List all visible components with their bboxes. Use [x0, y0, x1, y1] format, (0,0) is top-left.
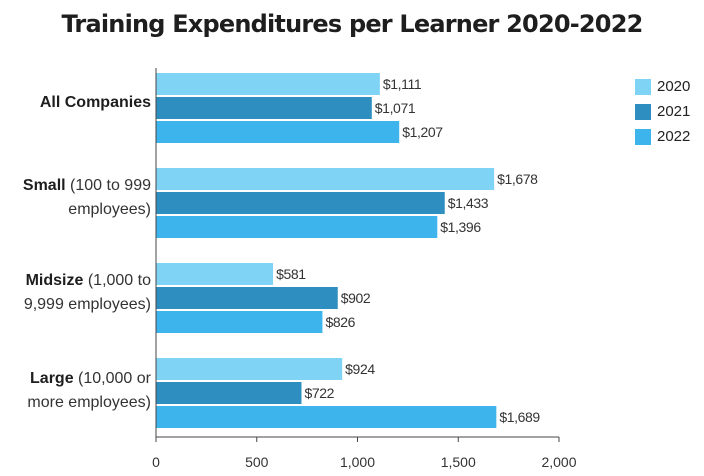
bar-2020-0 — [156, 73, 380, 95]
legend-item-2020: 2020 — [635, 78, 690, 95]
x-tick-label: 1,000 — [340, 454, 375, 470]
data-label: $1,689 — [499, 409, 540, 425]
bar-2022-0 — [156, 121, 400, 143]
legend-swatch — [635, 128, 651, 145]
data-label: $1,207 — [402, 124, 443, 140]
legend-swatch — [635, 78, 651, 95]
category-label: Small (100 to 999 employees) — [22, 177, 151, 218]
data-label: $924 — [345, 361, 375, 377]
data-label: $1,433 — [448, 195, 489, 211]
bar-2020-3 — [156, 358, 343, 380]
bar-2022-2 — [156, 311, 323, 333]
x-tick-label: 1,500 — [441, 454, 476, 470]
data-label: $581 — [276, 266, 306, 282]
data-label: $1,396 — [440, 219, 481, 235]
bar-2021-0 — [156, 97, 372, 119]
category-label: All Companies — [39, 94, 151, 111]
data-label: $1,111 — [383, 76, 422, 92]
legend-swatch — [635, 103, 651, 120]
legend-label: 2020 — [657, 78, 691, 95]
bar-2021-3 — [156, 382, 302, 404]
bar-2020-1 — [156, 168, 495, 190]
data-label: $902 — [341, 290, 371, 306]
legend-label: 2022 — [657, 128, 691, 145]
data-label: $826 — [325, 314, 355, 330]
bar-2021-2 — [156, 287, 338, 309]
x-tick-label: 500 — [245, 454, 269, 470]
bar-2022-3 — [156, 406, 497, 428]
legend-label: 2021 — [657, 103, 691, 120]
category-label: Midsize (1,000 to 9,999 employees) — [23, 272, 151, 313]
chart-title: Training Expenditures per Learner 2020-2… — [61, 10, 643, 38]
bar-2021-1 — [156, 192, 445, 214]
category-label: Large (10,000 or more employees) — [27, 370, 151, 411]
data-label: $1,071 — [375, 100, 416, 116]
bar-2022-1 — [156, 216, 438, 238]
x-tick-label: 2,000 — [541, 454, 576, 470]
legend-item-2021: 2021 — [635, 103, 690, 120]
x-tick-label: 0 — [152, 454, 160, 470]
data-label: $1,678 — [497, 171, 538, 187]
bar-2020-2 — [156, 263, 274, 285]
data-label: $722 — [304, 385, 334, 401]
legend-item-2022: 2022 — [635, 128, 690, 145]
